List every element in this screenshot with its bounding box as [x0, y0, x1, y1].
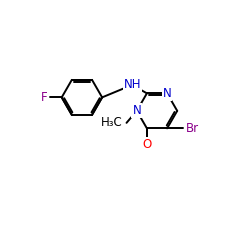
Text: N: N	[132, 104, 141, 117]
Text: F: F	[41, 91, 48, 104]
Text: N: N	[163, 87, 172, 100]
Text: H₃C: H₃C	[100, 116, 122, 129]
Text: NH: NH	[124, 78, 141, 92]
Text: Br: Br	[186, 122, 200, 135]
Text: O: O	[142, 138, 152, 151]
